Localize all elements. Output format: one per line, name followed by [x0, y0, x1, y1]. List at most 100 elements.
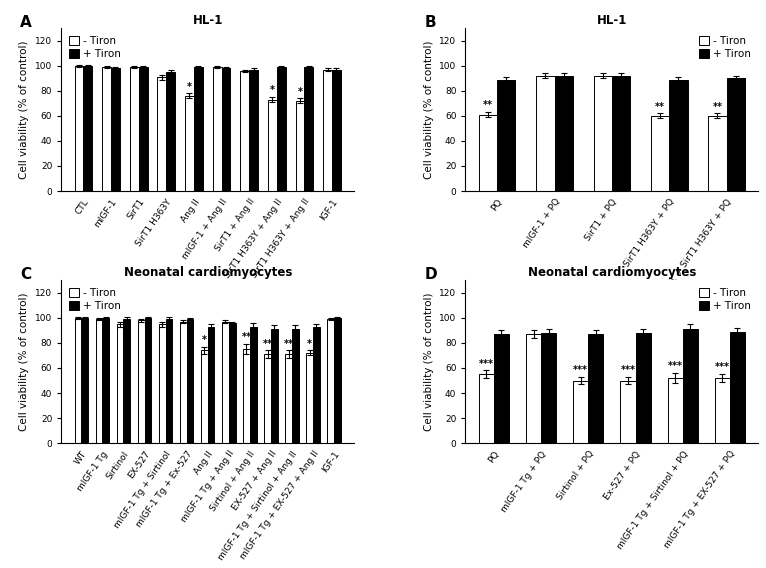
Bar [74, 66, 83, 191]
Bar [709, 116, 727, 191]
Bar [727, 78, 745, 191]
Bar [594, 76, 612, 191]
Y-axis label: Cell viability (% of control): Cell viability (% of control) [19, 293, 29, 431]
Bar [304, 67, 313, 191]
Bar [213, 67, 221, 191]
Y-axis label: Cell viability (% of control): Cell viability (% of control) [19, 40, 29, 179]
Text: B: B [424, 15, 436, 31]
Bar [264, 354, 271, 443]
Bar [81, 318, 88, 443]
Text: ***: *** [715, 362, 730, 373]
Text: ***: *** [620, 365, 636, 375]
Bar [536, 76, 555, 191]
Bar [221, 68, 231, 191]
Bar [83, 66, 92, 191]
Bar [145, 318, 151, 443]
Text: **: ** [263, 339, 273, 349]
Bar [250, 327, 257, 443]
Bar [103, 318, 109, 443]
Bar [296, 101, 304, 191]
Bar [194, 67, 203, 191]
Y-axis label: Cell viability (% of control): Cell viability (% of control) [424, 40, 434, 179]
Bar [201, 350, 208, 443]
Bar [573, 381, 588, 443]
Text: D: D [424, 268, 437, 282]
Bar [494, 334, 509, 443]
Bar [668, 378, 683, 443]
Bar [327, 319, 334, 443]
Text: *: * [270, 85, 275, 95]
Bar [166, 72, 175, 191]
Text: *: * [297, 86, 303, 97]
Bar [497, 80, 516, 191]
Bar [111, 68, 120, 191]
Bar [159, 324, 165, 443]
Bar [313, 327, 319, 443]
Text: C: C [20, 268, 31, 282]
Bar [334, 318, 341, 443]
Bar [651, 116, 669, 191]
Bar [588, 334, 604, 443]
Text: **: ** [655, 102, 665, 111]
Bar [479, 115, 497, 191]
Bar [185, 96, 194, 191]
Legend: - Tiron, + Tiron: - Tiron, + Tiron [67, 34, 123, 61]
Bar [332, 70, 341, 191]
Bar [683, 329, 698, 443]
Bar [187, 319, 193, 443]
Bar [158, 77, 166, 191]
Bar [292, 329, 299, 443]
Title: HL-1: HL-1 [597, 14, 627, 27]
Bar [306, 353, 313, 443]
Bar [323, 70, 332, 191]
Legend: - Tiron, + Tiron: - Tiron, + Tiron [696, 286, 753, 313]
Text: **: ** [483, 101, 493, 110]
Text: ***: *** [668, 361, 683, 371]
Text: **: ** [712, 102, 722, 111]
Bar [139, 67, 148, 191]
Text: *: * [307, 339, 313, 349]
Bar [241, 71, 249, 191]
Bar [479, 374, 494, 443]
Text: **: ** [241, 332, 251, 343]
Bar [277, 67, 286, 191]
Bar [555, 76, 573, 191]
Bar [129, 67, 139, 191]
Bar [208, 327, 214, 443]
Legend: - Tiron, + Tiron: - Tiron, + Tiron [696, 34, 753, 61]
Title: Neonatal cardiomyocytes: Neonatal cardiomyocytes [528, 266, 696, 279]
Bar [271, 329, 277, 443]
Bar [249, 70, 258, 191]
Bar [116, 324, 123, 443]
Text: *: * [187, 82, 192, 91]
Text: ***: *** [573, 365, 588, 375]
Bar [243, 349, 250, 443]
Bar [180, 321, 187, 443]
Text: ***: *** [479, 358, 494, 369]
Bar [222, 321, 229, 443]
Bar [636, 333, 650, 443]
Text: **: ** [283, 339, 293, 349]
Bar [715, 378, 730, 443]
Bar [541, 333, 556, 443]
Text: A: A [20, 15, 32, 31]
Bar [268, 100, 277, 191]
Bar [669, 80, 688, 191]
Bar [74, 318, 81, 443]
Bar [612, 76, 630, 191]
Bar [285, 354, 292, 443]
Bar [102, 67, 111, 191]
Bar [229, 323, 235, 443]
Bar [730, 332, 745, 443]
Bar [123, 319, 130, 443]
Y-axis label: Cell viability (% of control): Cell viability (% of control) [424, 293, 434, 431]
Legend: - Tiron, + Tiron: - Tiron, + Tiron [67, 286, 123, 313]
Bar [526, 334, 541, 443]
Bar [620, 381, 636, 443]
Bar [165, 319, 172, 443]
Bar [138, 320, 145, 443]
Bar [96, 319, 103, 443]
Text: *: * [202, 335, 207, 345]
Title: Neonatal cardiomyocytes: Neonatal cardiomyocytes [123, 266, 292, 279]
Title: HL-1: HL-1 [192, 14, 223, 27]
